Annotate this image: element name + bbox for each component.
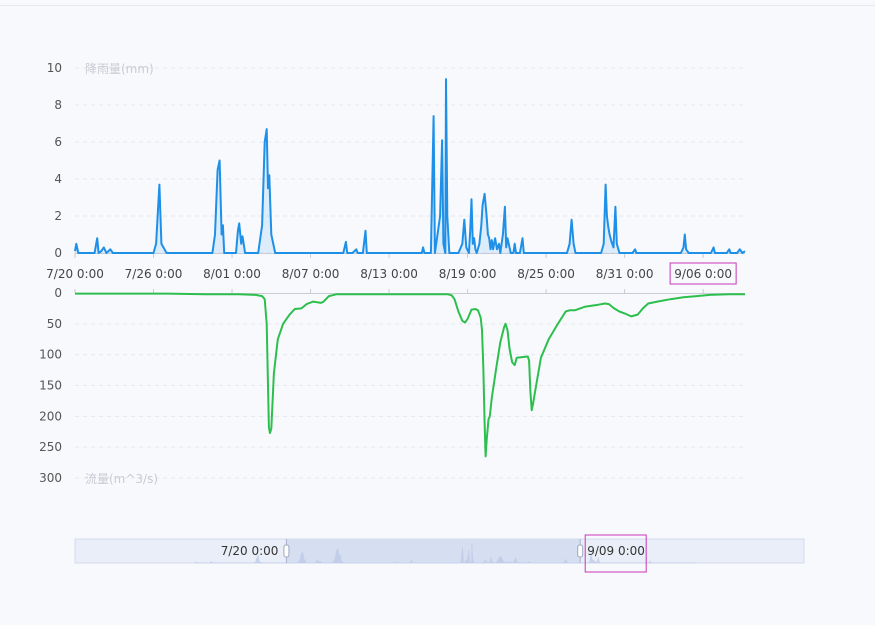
zoom-end-highlight-box [584,534,647,573]
rain-x-tick-label: 9/06 0:00 [674,267,732,281]
rain-x-tick-label: 8/07 0:00 [282,267,340,281]
rain-y-tick-label: 6 [54,135,62,149]
flow-y-tick-label: 0 [54,286,62,300]
rain-y-tick-label: 8 [54,98,62,112]
rain-x-tick-label: 8/01 0:00 [203,267,261,281]
zoom-selected-window[interactable] [286,539,581,563]
rain-x-tick-label: 7/20 0:00 [46,267,104,281]
zoom-start-label: 7/20 0:00 [221,544,279,558]
top-divider [0,5,875,6]
flow-axis-name: 流量(m^3/s) [85,472,158,486]
rain-x-tick-label: 8/13 0:00 [360,267,418,281]
highlighted-tick-box [669,262,737,285]
rain-y-tick-label: 0 [54,246,62,260]
flow-series-line [75,292,745,458]
flow-y-tick-label: 250 [39,440,62,454]
rain-axis-name: 降雨量(mm) [85,62,154,76]
flow-y-tick-label: 200 [39,409,62,423]
flow-y-tick-label: 150 [39,379,62,393]
rain-y-tick-label: 2 [54,209,62,223]
zoom-end-label: 9/09 0:00 [587,544,645,558]
rain-x-tick-label: 8/19 0:00 [439,267,497,281]
rain-x-tick-label: 8/25 0:00 [517,267,575,281]
flow-y-tick-label: 300 [39,471,62,485]
rain-series-line [74,78,746,254]
zoom-end-handle[interactable] [577,544,584,558]
rain-y-tick-label: 10 [47,61,62,75]
zoom-preview-area [194,542,696,564]
rain-y-tick-label: 4 [54,172,62,186]
zoom-start-handle[interactable] [283,544,290,558]
flow-y-tick-label: 100 [39,348,62,362]
rain-x-tick-label: 7/26 0:00 [125,267,183,281]
rain-x-tick-label: 8/31 0:00 [596,267,654,281]
flow-y-tick-label: 50 [47,317,62,331]
